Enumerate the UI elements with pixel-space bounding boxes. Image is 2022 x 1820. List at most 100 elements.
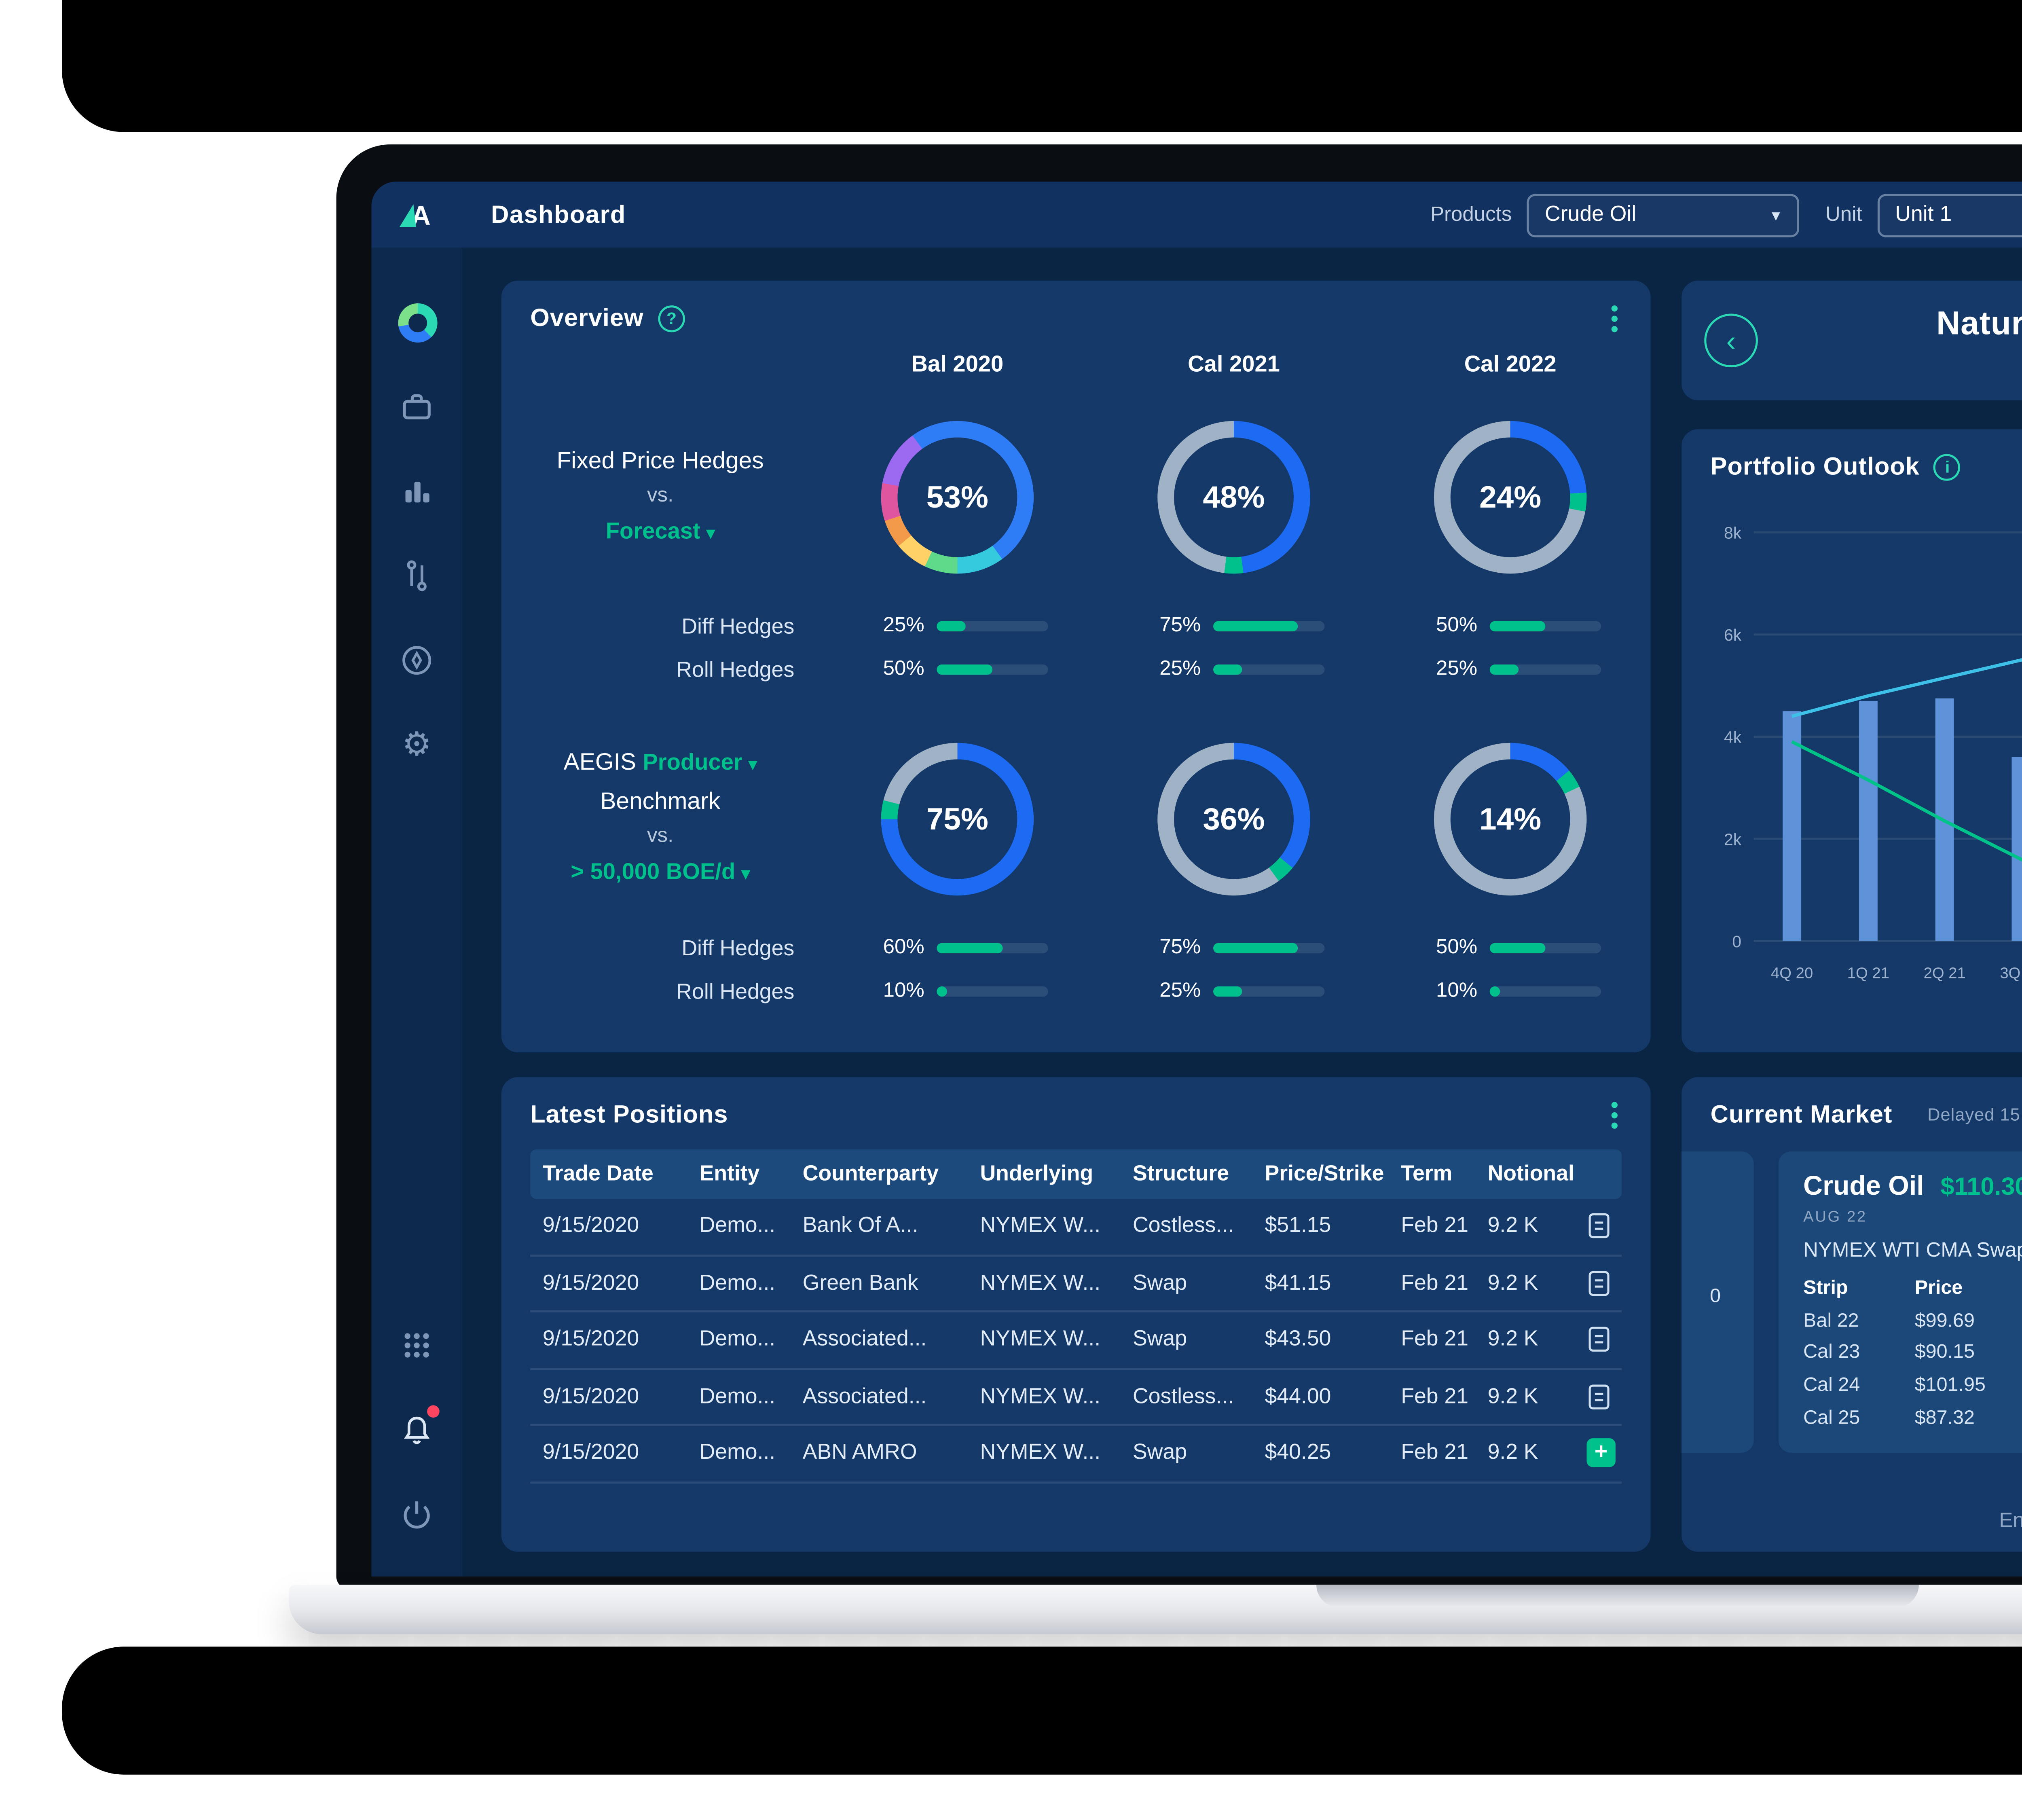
help-icon[interactable]: ? <box>658 304 685 331</box>
current-market-title: Current Market <box>1710 1100 1893 1129</box>
market-tabs: EnvironmentalCrude Oil + Natural GasLiqu… <box>1681 1511 2022 1533</box>
donut-benchmark-cal-2022: 14% <box>1434 743 1587 896</box>
table-row[interactable]: 9/15/2020 Demo... Associated... NYMEX W.… <box>530 1312 1622 1369</box>
notification-badge <box>427 1405 440 1418</box>
overview-kebab-icon[interactable] <box>1611 315 1618 321</box>
info-icon[interactable]: i <box>1934 453 1961 480</box>
cell-term: Feb 21 <box>1401 1214 1469 1239</box>
chevron-down-icon: ▾ <box>741 865 750 884</box>
svg-text:6k: 6k <box>1724 626 1742 644</box>
market-tab[interactable]: Environmental <box>1999 1510 2022 1533</box>
cell-price: $99.69 <box>1914 1310 1975 1333</box>
table-row[interactable]: 9/15/2020 Demo... Bank Of A... NYMEX W..… <box>530 1199 1622 1256</box>
cell-trade-date: 9/15/2020 <box>542 1441 639 1466</box>
alert-text: Natural Gas Alert: Weekly Gas Statistics… <box>1936 307 2022 375</box>
boed-dropdown[interactable]: > 50,000 BOE/d ▾ <box>571 861 750 886</box>
nav-compass-icon[interactable] <box>396 640 438 681</box>
filter-select[interactable]: Crude Oil ▾ <box>1526 193 1799 237</box>
cell-underlying: NYMEX W... <box>980 1270 1101 1295</box>
row-action-icon[interactable] <box>1588 1214 1610 1239</box>
cell-entity: Demo... <box>699 1270 776 1295</box>
svg-text:3Q 21: 3Q 21 <box>2000 964 2022 982</box>
aegis-logo[interactable]: A <box>371 199 462 230</box>
main-content: Overview ? Bal 2020 Cal 2021 Cal 2022 Fi… <box>462 248 2022 1577</box>
portfolio-outlook-title: Portfolio Outlook <box>1710 452 1920 481</box>
cell-price: $87.32 <box>1914 1407 1975 1431</box>
diff-hedges-label: Diff Hedges <box>681 614 795 639</box>
cell-strip: Cal 25 <box>1803 1407 1860 1431</box>
nav-notifications-bell-icon[interactable] <box>396 1405 440 1451</box>
nav-donut-chart-icon[interactable] <box>396 301 438 343</box>
nav-apps-grid-icon[interactable] <box>396 1325 438 1366</box>
cell-price-strike: $43.50 <box>1265 1327 1331 1352</box>
donut-hedges-bal-2020: 53% <box>881 421 1034 574</box>
cell-trade-date: 9/15/2020 <box>542 1214 639 1239</box>
row-action-icon[interactable] <box>1588 1270 1610 1295</box>
cell-notional: 9.2 K <box>1487 1384 1538 1409</box>
donut-hedges-cal-2021: 48% <box>1157 421 1310 574</box>
filter-value: Unit 1 <box>1895 202 1952 227</box>
cell-term: Feb 21 <box>1401 1441 1469 1466</box>
producer-dropdown[interactable]: Producer ▾ <box>643 751 757 777</box>
column-header-cal-2021: Cal 2021 <box>1188 353 1280 378</box>
card-table-header: Strip Price % Change DoD <box>1803 1277 1963 1300</box>
nav-power-icon[interactable] <box>396 1494 438 1535</box>
cell-counterparty: ABN AMRO <box>802 1441 917 1466</box>
card-name: Crude Oil <box>1803 1170 1924 1201</box>
cell-structure: Swap <box>1133 1327 1187 1352</box>
svg-text:0: 0 <box>1732 932 1741 951</box>
cell-underlying: NYMEX W... <box>980 1441 1101 1466</box>
nav-bar-chart-icon[interactable] <box>396 470 438 512</box>
svg-text:4Q 20: 4Q 20 <box>1771 964 1813 982</box>
read-more-link[interactable]: Read More <box>1936 350 2022 375</box>
cell-structure: Swap <box>1133 1270 1187 1295</box>
cell-trade-date: 9/15/2020 <box>542 1327 639 1352</box>
cell-strip: Cal 24 <box>1803 1375 1860 1398</box>
market-card-partial-left[interactable]: 0 <box>1681 1151 1754 1453</box>
filter-bar: Products Crude Oil ▾ Unit Unit 1 ▾ Compa… <box>1430 193 2022 237</box>
progress-cell: 60% <box>819 937 1096 959</box>
gear-icon: ⚙ <box>402 724 432 764</box>
cell-term: Feb 21 <box>1401 1270 1469 1295</box>
nav-compare-icon[interactable] <box>396 555 438 596</box>
cell-structure: Costless... <box>1133 1384 1234 1409</box>
progress-cell: 50% <box>1372 615 1649 638</box>
cell-counterparty: Associated... <box>802 1384 927 1409</box>
cell-counterparty: Associated... <box>802 1327 927 1352</box>
nav-settings-gear-icon[interactable]: ⚙ <box>396 724 438 766</box>
cell-price-strike: $51.15 <box>1265 1214 1331 1239</box>
alert-prev-button[interactable]: ‹ <box>1704 313 1758 368</box>
row-action-icon[interactable] <box>1588 1327 1610 1352</box>
latest-positions-panel: Latest Positions Trade Date Entity Count… <box>501 1077 1651 1552</box>
svg-text:2k: 2k <box>1724 830 1742 849</box>
table-row[interactable]: 9/15/2020 Demo... Associated... NYMEX W.… <box>530 1369 1622 1426</box>
card-table-row: Cal 23 $90.15 ▼5% <box>1803 1337 2022 1370</box>
market-card-crude-oil[interactable]: Crude Oil $110.30 ▲8.1% AUG 22 NYMEX WTI… <box>1778 1151 2022 1453</box>
nav-portfolio-icon[interactable] <box>396 386 438 427</box>
card-table-row: Bal 22 $99.69 ▲10% <box>1803 1305 2022 1337</box>
filter-select[interactable]: Unit 1 ▾ <box>1876 193 2022 237</box>
roll-hedges-label: Roll Hedges <box>676 657 795 682</box>
row-action-icon[interactable] <box>1586 1439 1616 1468</box>
svg-text:2Q 21: 2Q 21 <box>1924 964 1966 982</box>
dashboard-screen: A Dashboard Products Crude Oil ▾ Unit Un… <box>371 181 2022 1577</box>
table-row[interactable]: 9/15/2020 Demo... Green Bank NYMEX W... … <box>530 1256 1622 1312</box>
cell-trade-date: 9/15/2020 <box>542 1270 639 1295</box>
cell-price-strike: $40.25 <box>1265 1441 1331 1466</box>
cell-counterparty: Green Bank <box>802 1270 918 1295</box>
cell-price: $101.95 <box>1914 1375 1986 1398</box>
filter: Unit Unit 1 ▾ <box>1825 193 2022 237</box>
forecast-dropdown[interactable]: Forecast ▾ <box>605 520 715 545</box>
table-row[interactable]: 9/15/2020 Demo... ABN AMRO NYMEX W... Sw… <box>530 1426 1622 1483</box>
cell-price: $90.15 <box>1914 1342 1975 1365</box>
row-action-icon[interactable] <box>1588 1384 1610 1409</box>
cell-notional: 9.2 K <box>1487 1214 1538 1239</box>
laptop-notch <box>1316 1585 1919 1608</box>
filter-value: Crude Oil <box>1544 202 1637 227</box>
positions-kebab-icon[interactable] <box>1611 1111 1618 1117</box>
progress-cell: 10% <box>819 980 1096 1003</box>
app-header: A Dashboard Products Crude Oil ▾ Unit Un… <box>371 181 2022 248</box>
progress-cell: 25% <box>819 615 1096 638</box>
chevron-left-icon: ‹ <box>1726 324 1736 357</box>
